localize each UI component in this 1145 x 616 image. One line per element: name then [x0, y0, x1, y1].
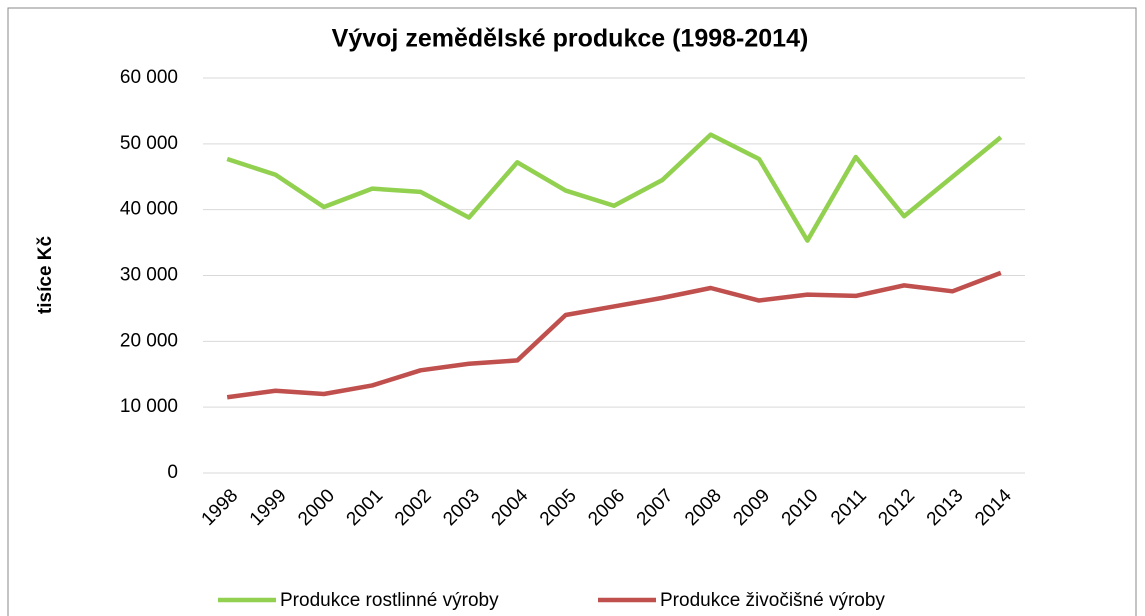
y-axis-label: tisíce Kč	[35, 235, 56, 314]
data-line	[226, 132, 1003, 243]
data-line	[226, 270, 1002, 400]
y-tick-label: 20 000	[120, 330, 178, 351]
y-tick-label: 0	[167, 462, 178, 483]
legend-label: Produkce rostlinné výroby	[280, 590, 499, 611]
chart-title: Vývoj zemědělské produkce (1998-2014)	[332, 25, 809, 53]
y-tick-label: 30 000	[120, 265, 178, 286]
y-tick-label: 50 000	[120, 133, 178, 154]
y-tick-label: 60 000	[120, 67, 178, 88]
legend-label: Produkce živočišné výroby	[660, 590, 885, 611]
y-tick-label: 40 000	[120, 199, 178, 220]
y-tick-label: 10 000	[120, 396, 178, 417]
